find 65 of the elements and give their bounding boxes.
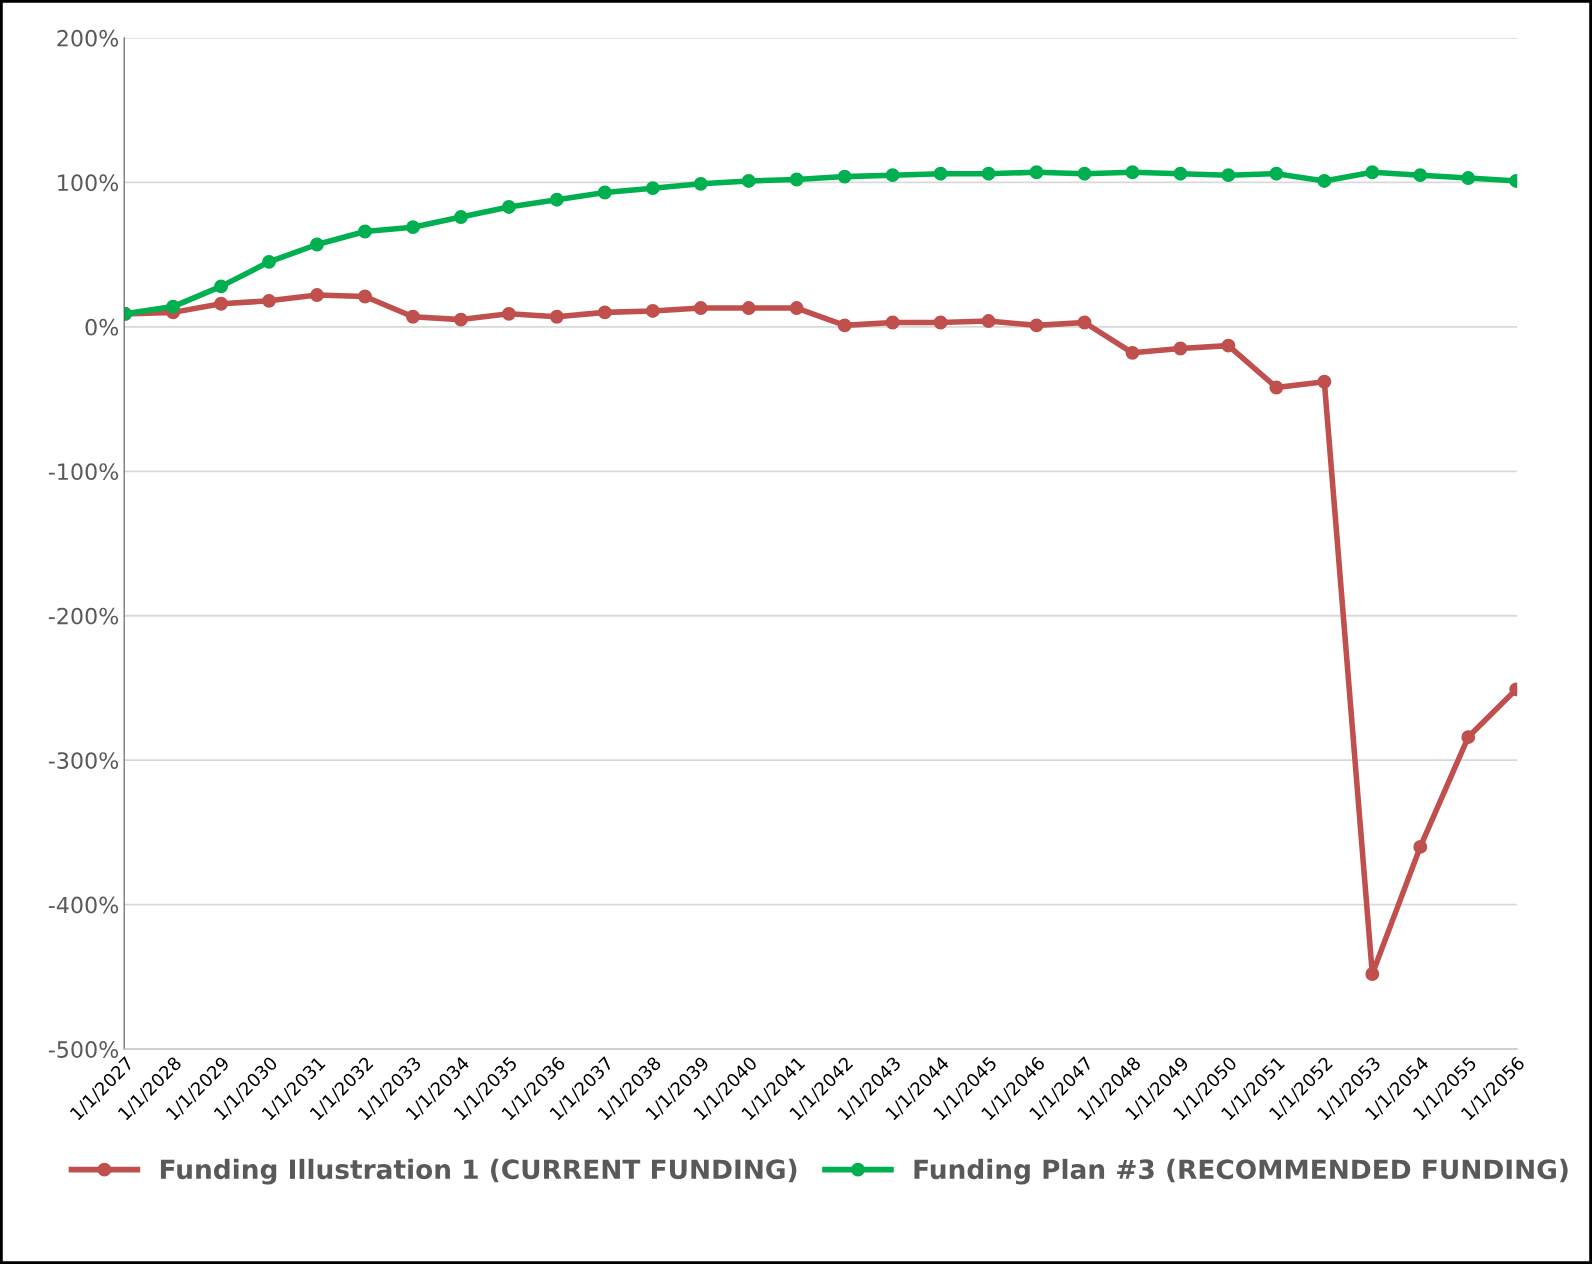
point xyxy=(693,176,708,191)
point xyxy=(933,315,948,330)
point xyxy=(1173,341,1188,356)
point xyxy=(453,312,468,327)
y-tick-label: 0% xyxy=(85,318,119,336)
point xyxy=(501,306,516,321)
point xyxy=(310,288,324,302)
point xyxy=(933,166,948,181)
point xyxy=(885,168,900,183)
point xyxy=(1125,165,1140,180)
point xyxy=(262,254,276,269)
point xyxy=(1461,730,1476,745)
point xyxy=(453,210,468,224)
point xyxy=(645,303,660,318)
point xyxy=(310,237,324,252)
point xyxy=(1077,315,1092,330)
y-tick-label: -400% xyxy=(48,896,119,914)
point xyxy=(406,220,420,235)
point xyxy=(358,289,372,304)
point xyxy=(981,314,996,329)
y-tick-label: -200% xyxy=(48,607,119,625)
point xyxy=(1125,345,1140,360)
point xyxy=(981,166,996,181)
point xyxy=(789,301,804,315)
point xyxy=(741,173,756,188)
point xyxy=(789,172,804,187)
point xyxy=(1269,380,1284,395)
point xyxy=(1077,166,1092,181)
point xyxy=(1365,165,1380,180)
legend-label: Funding Illustration 1 (CURRENT FUNDING) xyxy=(160,1158,797,1185)
point xyxy=(837,169,852,184)
y-tick-label: -300% xyxy=(48,752,119,769)
point xyxy=(549,192,564,207)
point xyxy=(645,181,660,196)
point xyxy=(1413,168,1428,183)
point xyxy=(501,199,516,214)
y-tick-label: -500% xyxy=(48,1041,119,1058)
point xyxy=(1221,338,1236,353)
point xyxy=(741,301,756,315)
point xyxy=(406,309,420,324)
point xyxy=(1029,165,1044,180)
y-tick-label: -100% xyxy=(48,463,119,481)
point xyxy=(693,301,708,315)
point xyxy=(837,318,852,333)
y-tick-label: 100% xyxy=(58,174,119,192)
point xyxy=(214,279,229,294)
point xyxy=(358,224,372,239)
point xyxy=(1317,173,1332,188)
point xyxy=(262,293,276,308)
legend-label: Funding Plan #3 (RECOMMENDED FUNDING) xyxy=(914,1158,1568,1185)
point xyxy=(1317,374,1332,389)
point xyxy=(1269,166,1284,181)
point xyxy=(597,305,612,320)
point xyxy=(1365,967,1380,981)
point xyxy=(1173,166,1188,181)
point xyxy=(597,185,612,200)
y-tick-label: 200% xyxy=(57,29,119,47)
point xyxy=(1461,171,1476,185)
point xyxy=(549,309,564,324)
point xyxy=(1029,318,1044,333)
point xyxy=(1413,839,1428,854)
point xyxy=(166,299,181,314)
point xyxy=(214,296,229,311)
point xyxy=(885,315,900,330)
point xyxy=(1221,168,1236,183)
